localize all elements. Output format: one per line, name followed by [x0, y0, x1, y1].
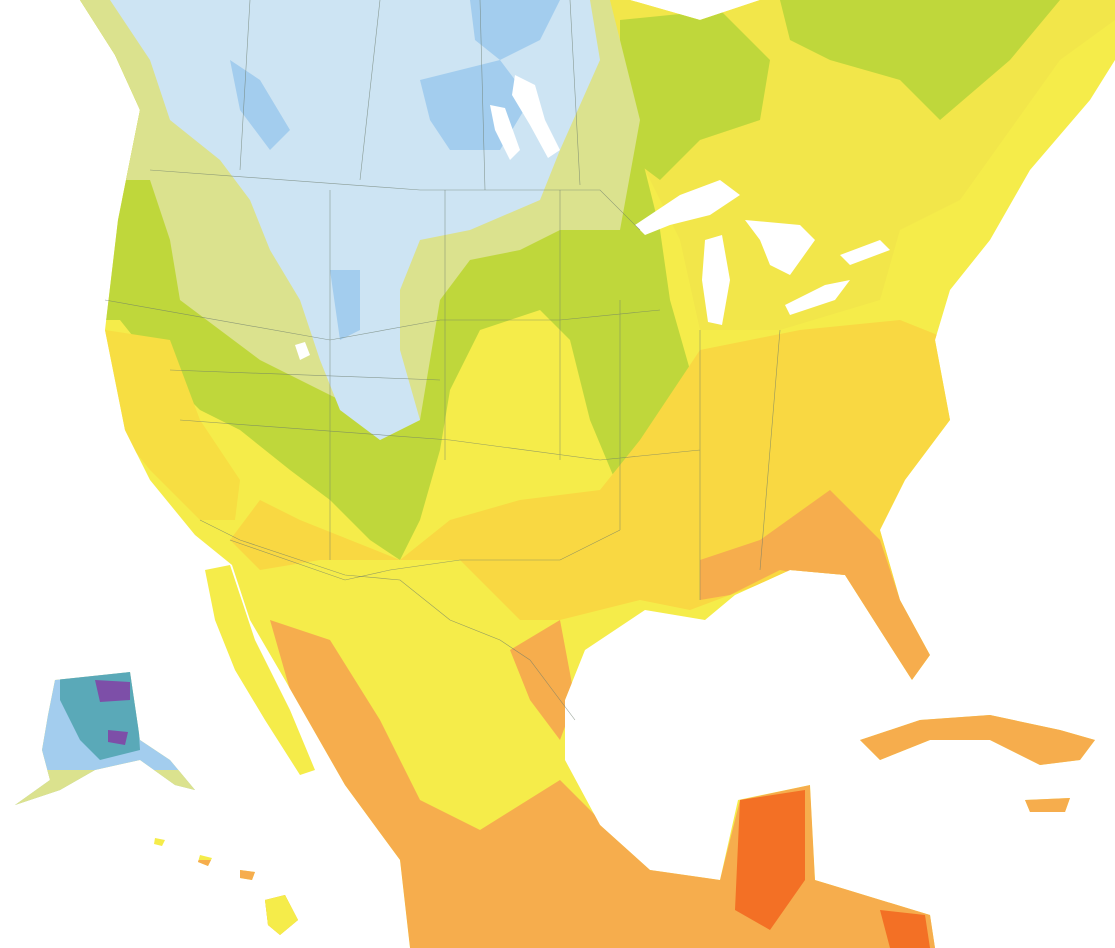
zone-dark-yellow: [230, 320, 950, 680]
state-borders: [104, 190, 781, 600]
lake-michigan: [702, 235, 730, 325]
zone-blue-rockies: [330, 270, 360, 340]
province-borders: [239, 0, 581, 191]
lake-superior: [635, 180, 740, 235]
lake-erie: [785, 280, 850, 315]
zone-dark-orange: [735, 790, 805, 930]
hawaii-zone-yellow: [260, 890, 300, 940]
zone-dark-orange-south: [880, 910, 930, 948]
lakes: [295, 75, 890, 360]
caribbean-zone: [850, 700, 1115, 830]
us-mexico-border: [199, 519, 576, 721]
zone-yellow-coast: [105, 330, 240, 520]
borders: [104, 0, 781, 721]
zone-green-east: [620, 10, 770, 180]
lake-winnipeg: [512, 75, 560, 158]
great-salt-lake: [295, 342, 310, 360]
lake-manitoba: [490, 105, 520, 160]
hawaii-zone: [130, 860, 320, 948]
zone-orange-texas: [510, 620, 575, 740]
lake-ontario: [840, 240, 890, 265]
lake-huron: [745, 220, 815, 275]
zone-blue-north: [470, 0, 560, 60]
alaska-zone-purple: [95, 680, 130, 702]
zone-green-northeast: [780, 0, 1060, 120]
alaska-zone-purple-2: [108, 730, 128, 745]
alaska-zone-pale-green: [15, 770, 200, 830]
